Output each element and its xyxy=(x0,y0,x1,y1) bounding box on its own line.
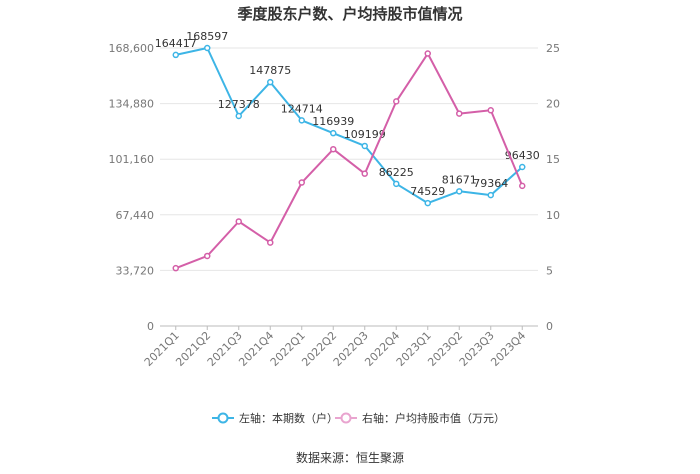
x-axis: 2021Q12021Q22021Q32021Q42022Q12022Q22022… xyxy=(142,325,538,369)
y-right-tick-label: 15 xyxy=(546,153,560,166)
data-label: 74529 xyxy=(410,185,445,198)
data-point-right[interactable] xyxy=(204,252,211,260)
data-label: 164417 xyxy=(155,37,197,50)
left-axis: 0 33,720 67,440 101,160 134,880 168,600 xyxy=(109,42,155,333)
data-point-left[interactable] xyxy=(487,191,494,199)
data-point-right[interactable] xyxy=(393,98,400,105)
data-point-left[interactable] xyxy=(393,180,400,188)
legend-item-right-series[interactable]: 右轴：户均持股市值（万元） xyxy=(335,411,505,425)
data-point-left[interactable] xyxy=(267,78,274,86)
y-left-tick-label: 134,880 xyxy=(109,98,155,111)
data-label: 86225 xyxy=(379,166,414,179)
y-right-tick-label: 25 xyxy=(546,42,560,55)
data-point-right[interactable] xyxy=(172,264,179,272)
legend-swatch-marker xyxy=(340,412,352,424)
data-point-right[interactable] xyxy=(519,182,526,190)
data-point-left[interactable] xyxy=(235,112,242,120)
y-left-tick-label: 67,440 xyxy=(116,209,155,222)
data-point-left[interactable] xyxy=(298,117,305,124)
data-point-left[interactable] xyxy=(456,188,463,195)
data-label: 116939 xyxy=(312,115,354,128)
series-line-left xyxy=(175,47,523,205)
data-label: 147875 xyxy=(249,64,291,77)
y-right-tick-label: 5 xyxy=(546,264,553,277)
chart-title: 季度股东户数、户均持股市值情况 xyxy=(237,5,462,23)
y-right-tick-label: 20 xyxy=(546,98,560,111)
data-point-right[interactable] xyxy=(267,239,274,246)
data-label: 109199 xyxy=(344,128,386,141)
data-point-right[interactable] xyxy=(456,110,463,117)
data-point-left[interactable] xyxy=(361,142,368,150)
data-point-right[interactable] xyxy=(424,50,431,57)
legend-label-right: 右轴：户均持股市值（万元） xyxy=(362,411,505,425)
data-point-left[interactable] xyxy=(204,44,211,52)
data-source: 数据来源：恒生聚源 xyxy=(296,450,404,465)
y-left-tick-label: 0 xyxy=(147,320,154,333)
data-point-right[interactable] xyxy=(487,107,494,114)
y-left-tick-label: 168,600 xyxy=(109,42,155,55)
data-label: 96430 xyxy=(505,149,540,162)
data-point-right[interactable] xyxy=(235,218,242,225)
data-point-left[interactable] xyxy=(330,129,337,137)
data-point-left[interactable] xyxy=(424,199,431,207)
legend-item-left-series[interactable]: 左轴：本期数（户） xyxy=(212,411,338,425)
data-label: 79364 xyxy=(473,177,508,190)
legend: 左轴：本期数（户） 右轴：户均持股市值（万元） xyxy=(212,411,505,425)
data-point-left[interactable] xyxy=(172,51,179,59)
y-left-tick-label: 101,160 xyxy=(109,153,155,166)
series-line-right xyxy=(175,52,524,270)
data-point-right[interactable] xyxy=(330,145,337,153)
legend-swatch-marker xyxy=(217,412,229,424)
data-label: 127378 xyxy=(218,98,260,111)
data-label: 81671 xyxy=(442,173,477,186)
data-label: 168597 xyxy=(186,30,228,43)
y-left-tick-label: 33,720 xyxy=(116,264,155,277)
data-label: 124714 xyxy=(281,102,323,115)
x-tick-label: 2023Q4 xyxy=(488,329,528,369)
legend-label-left: 左轴：本期数（户） xyxy=(239,411,338,425)
y-right-tick-label: 0 xyxy=(546,320,553,333)
data-point-right[interactable] xyxy=(361,170,368,177)
data-point-left[interactable] xyxy=(519,163,526,171)
right-axis: 0 5 10 15 20 25 xyxy=(546,42,560,333)
y-right-tick-label: 10 xyxy=(546,209,560,222)
data-point-right[interactable] xyxy=(298,179,305,186)
